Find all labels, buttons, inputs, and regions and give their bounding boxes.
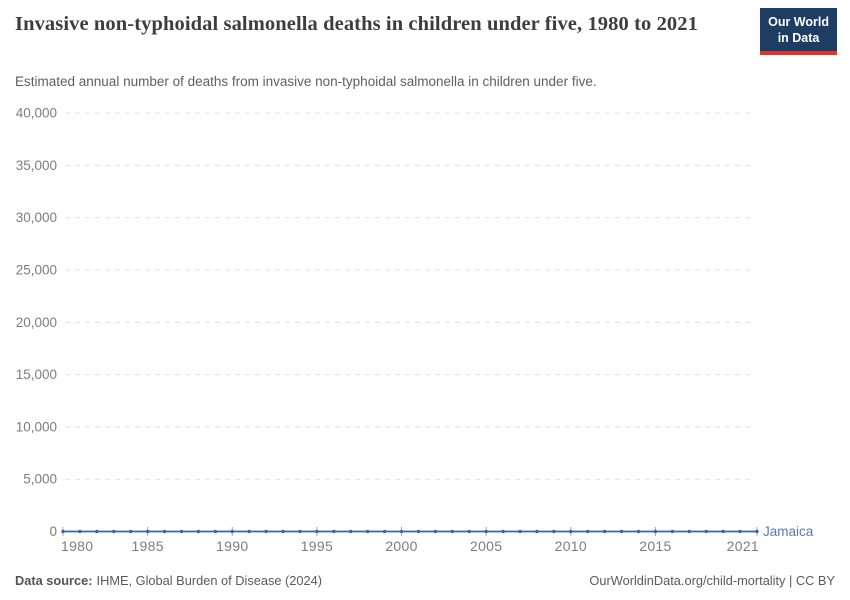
data-point <box>213 529 218 534</box>
data-point <box>653 529 658 534</box>
data-point <box>179 529 184 534</box>
logo-line-1: Our World <box>768 15 829 29</box>
data-point <box>569 529 573 534</box>
x-tick-label: 2021 <box>727 538 759 554</box>
data-point <box>365 529 370 534</box>
data-point <box>670 529 675 534</box>
data-point <box>78 529 82 534</box>
data-point <box>349 529 353 534</box>
data-point <box>721 529 725 534</box>
data-point <box>450 529 455 534</box>
data-point <box>95 529 99 534</box>
data-point <box>247 529 251 534</box>
data-point <box>552 529 556 534</box>
data-point <box>636 529 641 534</box>
owid-logo: Our World in Data <box>760 8 837 55</box>
data-point <box>61 529 65 534</box>
data-point <box>755 529 759 534</box>
logo-line-2: in Data <box>777 31 820 46</box>
data-point <box>230 529 234 534</box>
data-source: Data source: IHME, Global Burden of Disea… <box>15 573 322 588</box>
x-tick-label: 2010 <box>555 538 587 554</box>
credit-link[interactable]: OurWorldinData.org/child-mortality | CC … <box>589 573 835 588</box>
data-point <box>264 529 268 534</box>
y-tick-label: 15,000 <box>16 367 57 382</box>
data-point <box>382 529 387 534</box>
data-point <box>399 529 404 534</box>
x-tick-label: 2000 <box>385 538 417 554</box>
data-source-label: Data source: <box>15 573 93 588</box>
chart-subtitle: Estimated annual number of deaths from i… <box>15 74 597 89</box>
data-point <box>129 529 133 534</box>
data-point <box>298 529 302 534</box>
data-source-text: IHME, Global Burden of Disease (2024) <box>96 573 323 588</box>
page-title: Invasive non-typhoidal salmonella deaths… <box>15 13 698 35</box>
data-point <box>704 529 708 534</box>
x-tick-label: 1995 <box>301 538 333 554</box>
data-point <box>738 529 742 534</box>
data-point <box>112 529 116 534</box>
data-point <box>535 529 539 534</box>
x-tick-label: 1990 <box>216 538 248 554</box>
chart-footer: Data source: IHME, Global Burden of Disea… <box>15 573 835 588</box>
y-tick-label: 20,000 <box>16 315 57 330</box>
y-tick-label: 10,000 <box>16 419 57 434</box>
chart-svg: 0 5,000 10,000 15,000 20,000 25,000 30,000 35,0… <box>16 106 814 555</box>
data-point <box>586 529 590 534</box>
y-tick-label: 25,000 <box>16 262 57 277</box>
data-point <box>162 529 167 534</box>
data-point <box>501 529 505 534</box>
x-tick-label: 1985 <box>131 538 163 554</box>
x-tick-label: 1980 <box>61 538 93 554</box>
data-point <box>619 529 624 534</box>
y-tick-label: 35,000 <box>16 158 57 173</box>
data-point <box>196 529 201 534</box>
data-point <box>433 529 438 534</box>
data-point <box>518 529 522 534</box>
data-point <box>467 529 471 534</box>
x-tick-label: 2005 <box>470 538 502 554</box>
series-end-label[interactable]: Jamaica <box>763 524 814 539</box>
x-tick-label: 2015 <box>639 538 671 554</box>
y-tick-label: 0 <box>49 524 57 539</box>
y-tick-label: 5,000 <box>23 472 57 487</box>
y-tick-label: 40,000 <box>16 106 57 121</box>
y-tick-label: 30,000 <box>16 210 57 225</box>
data-point <box>687 529 691 534</box>
data-point <box>332 529 336 534</box>
data-point <box>315 529 319 534</box>
data-point <box>281 529 285 534</box>
data-point <box>416 529 421 534</box>
data-point <box>145 529 150 534</box>
data-point <box>602 529 607 534</box>
data-point <box>484 529 488 534</box>
